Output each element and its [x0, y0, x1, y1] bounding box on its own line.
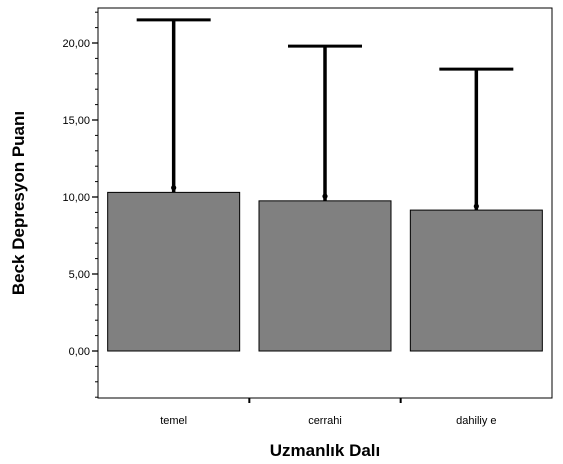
y-tick-label: 5,00: [69, 269, 90, 281]
mean-marker: [322, 193, 328, 199]
x-axis: temel cerrahi dahiliy e: [160, 398, 497, 427]
y-axis: 0,00 5,00 10,00 15,00 20,00: [62, 11, 98, 398]
bar: [107, 191, 241, 352]
bars: [107, 191, 543, 352]
bar: [409, 209, 543, 352]
x-axis-title: Uzmanlık Dalı: [270, 441, 381, 460]
y-tick-label: 15,00: [62, 115, 90, 127]
mean-marker: [473, 203, 479, 209]
y-tick-label: 0,00: [69, 346, 90, 358]
x-tick-label: cerrahi: [308, 415, 342, 427]
x-tick-label: temel: [160, 415, 187, 427]
mean-marker: [171, 185, 177, 191]
y-axis-title: Beck Depresyon Puanı: [9, 111, 28, 295]
bar: [258, 200, 392, 352]
y-tick-label: 20,00: [62, 38, 90, 50]
y-tick-label: 10,00: [62, 192, 90, 204]
error-bars: [136, 18, 514, 211]
x-tick-label: dahiliy e: [456, 415, 496, 427]
